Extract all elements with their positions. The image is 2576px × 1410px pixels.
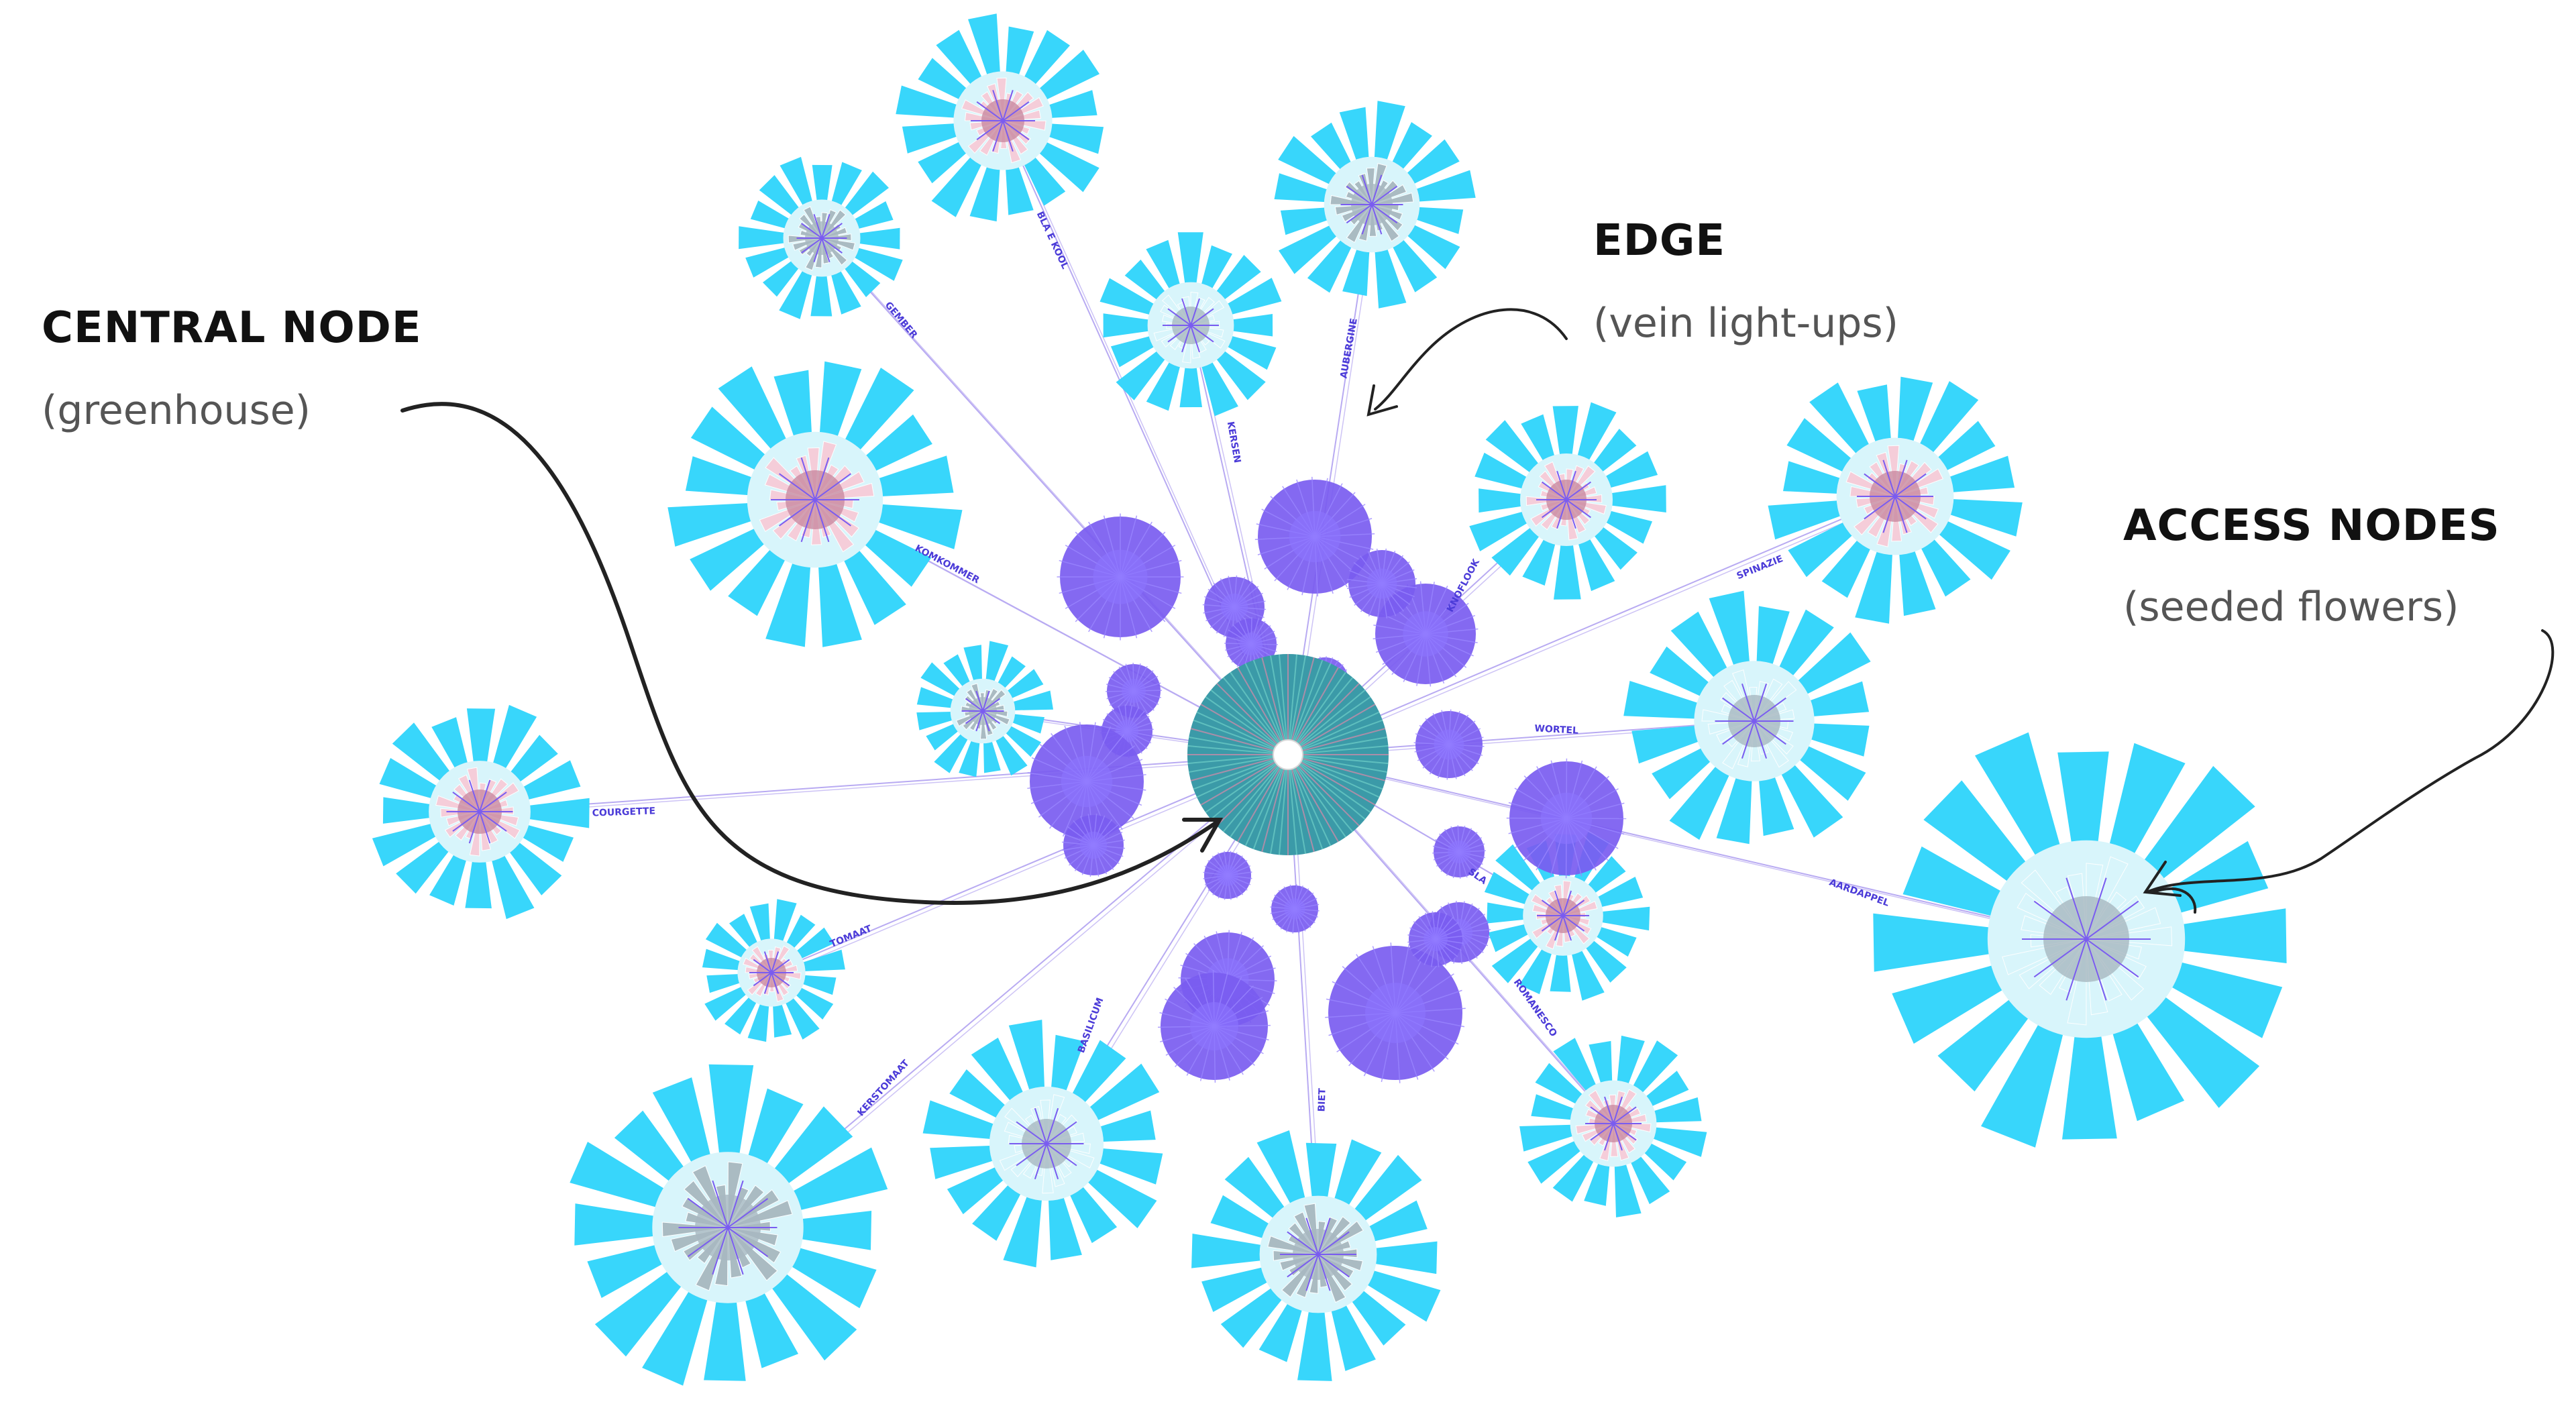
access-node-blauwe-kool — [896, 13, 1104, 221]
seed-cluster — [1270, 884, 1319, 933]
access-node-knoflook — [1469, 402, 1666, 600]
petal — [521, 798, 590, 828]
access-nodes-subtitle: (seeded flowers) — [2123, 584, 2459, 631]
flower-label-kersen: KERSEN — [1225, 421, 1243, 464]
flower-label-biet: BIET — [1316, 1088, 1328, 1112]
access-node-kerstomaat — [570, 1065, 888, 1386]
edge-courgette — [480, 755, 1292, 814]
petal — [739, 226, 790, 249]
flower-label-gember: GEMBER — [883, 300, 920, 341]
seed-cluster — [1057, 514, 1184, 641]
petal — [1191, 1234, 1271, 1268]
flower-label-wortel: WORTEL — [1534, 723, 1578, 736]
access-node-aardappel — [1873, 733, 2286, 1148]
seed-cluster — [1507, 759, 1626, 878]
edge-title: EDGE — [1593, 216, 1725, 266]
access-node-komkommer — [667, 362, 962, 647]
central-node-subtitle: (greenhouse) — [42, 387, 311, 434]
access-node-spinazie — [1768, 377, 2023, 624]
edge-arrow — [1368, 309, 1566, 415]
access-node-gember — [739, 157, 903, 319]
petal — [1554, 537, 1581, 599]
petal — [709, 1065, 754, 1166]
access-node-aubergine — [1275, 101, 1476, 309]
access-node-courgette — [372, 705, 590, 919]
petal — [1178, 232, 1203, 290]
access-node-kersen — [1100, 232, 1282, 416]
petal — [1873, 914, 2006, 972]
access-node-wortel — [1623, 591, 1870, 845]
hub-center — [1273, 740, 1303, 769]
access-node-basilicum — [923, 1020, 1163, 1267]
edge-subtitle: (vein light-ups) — [1593, 300, 1898, 347]
flower-label-aubergine: AUBERGINE — [1338, 317, 1360, 379]
flower-label-courgette: COURGETTE — [592, 806, 655, 818]
seed-cluster — [1203, 851, 1252, 900]
central-node-title: CENTRAL NODE — [42, 303, 422, 353]
seed-cluster — [1414, 710, 1485, 780]
flower-label-blauwe-kool: BLA E KOOL — [1034, 210, 1071, 271]
access-nodes-title: ACCESS NODES — [2123, 501, 2500, 551]
access-node-romanesco — [1519, 1036, 1707, 1217]
access-node-tomaat — [702, 899, 845, 1042]
petal — [1297, 1302, 1332, 1381]
petal — [1596, 907, 1650, 930]
access-node-biet — [1191, 1130, 1440, 1381]
petal — [1604, 485, 1666, 512]
access-node-rucola — [916, 641, 1053, 777]
flower-label-kerstomaat: KERSTOMAAT — [855, 1058, 912, 1118]
